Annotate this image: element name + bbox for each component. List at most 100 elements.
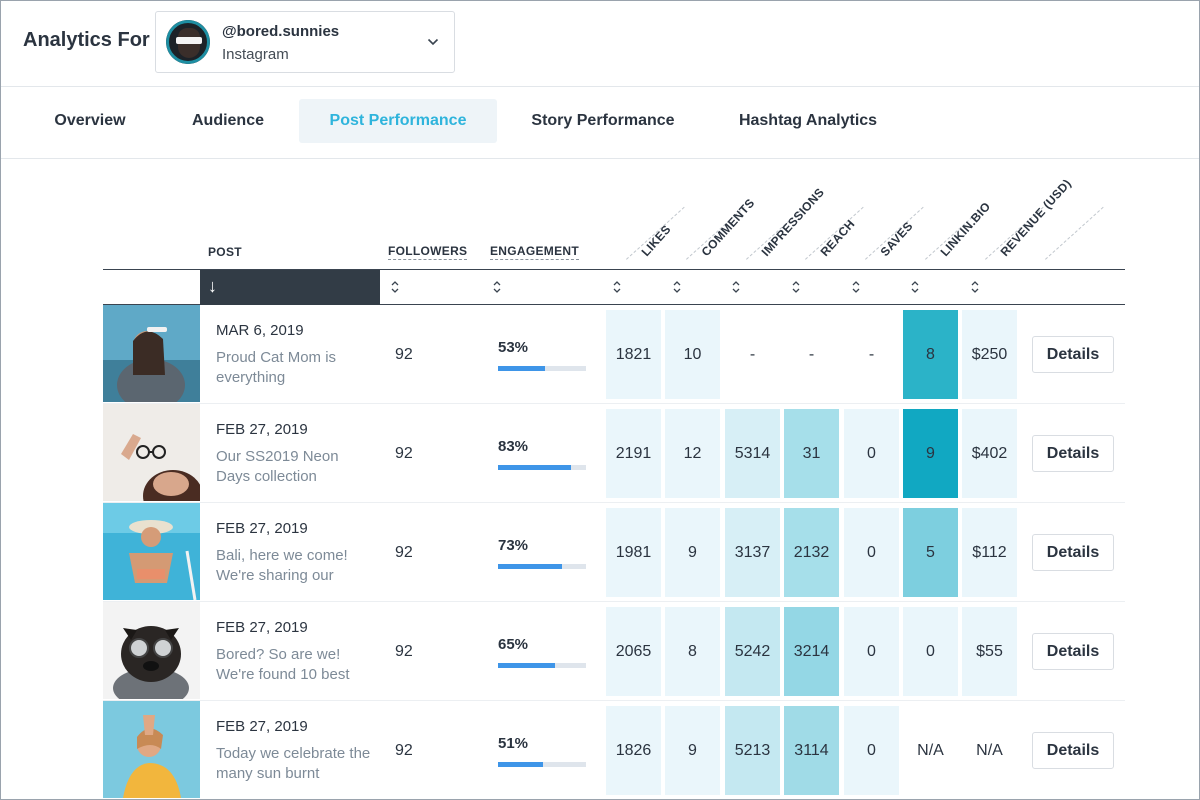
tab-post-performance[interactable]: Post Performance [299,99,497,143]
table-row[interactable]: FEB 27, 2019 Bored? So are we! We're fou… [103,602,1125,701]
followers-value: 92 [395,742,413,759]
details-button[interactable]: Details [1032,534,1114,571]
comments-cell: 12 [665,409,720,498]
saves-cell: 0 [844,607,899,696]
post-thumbnail [103,305,200,402]
engagement-bar [498,663,586,668]
tab-story-performance[interactable]: Story Performance [531,112,675,129]
saves-cell: 0 [844,409,899,498]
avatar [166,20,210,64]
saves-cell: 0 [844,706,899,795]
column-header-engagement[interactable]: ENGAGEMENT [490,244,580,260]
account-handle: @bored.sunnies [222,23,340,40]
column-header-saves[interactable]: SAVES [877,218,916,259]
post-date: MAR 6, 2019 [216,322,304,339]
engagement-value: 65% [498,636,529,653]
column-header-followers[interactable]: FOLLOWERS [388,244,468,260]
likes-cell: 2191 [606,409,661,498]
chevron-down-icon [427,38,439,46]
sort-revenue-icon[interactable] [970,280,980,294]
tab-hashtag-analytics[interactable]: Hashtag Analytics [738,112,878,129]
reach-cell: 2132 [784,508,839,597]
details-button[interactable]: Details [1032,633,1114,670]
followers-value: 92 [395,544,413,561]
likes-cell: 1826 [606,706,661,795]
column-header-linkinbio[interactable]: LINKIN.BIO [937,199,994,259]
revenue-cell: $112 [962,508,1017,597]
impressions-cell: - [749,346,756,363]
engagement-value: 53% [498,339,529,356]
details-button[interactable]: Details [1032,732,1114,769]
comments-cell: 9 [665,508,720,597]
engagement-bar [498,366,586,371]
post-thumbnail [103,503,200,600]
reach-cell: - [808,346,815,363]
sort-saves-icon[interactable] [851,280,861,294]
column-header-likes[interactable]: LIKES [638,222,674,259]
followers-value: 92 [395,346,413,363]
post-date: FEB 27, 2019 [216,718,308,735]
impressions-cell: 3137 [725,508,780,597]
comments-cell: 8 [665,607,720,696]
table-row[interactable]: FEB 27, 2019 Bali, here we come! We're s… [103,503,1125,602]
tab-audience[interactable]: Audience [191,112,264,129]
reach-cell: 31 [784,409,839,498]
sort-comments-icon[interactable] [672,280,682,294]
sort-post-button[interactable]: ↓ [200,270,380,305]
revenue-cell: $55 [962,607,1017,696]
sort-impressions-icon[interactable] [731,280,741,294]
engagement-value: 83% [498,438,529,455]
column-header-comments[interactable]: COMMENTS [698,195,758,259]
account-platform: Instagram [222,46,289,63]
revenue-cell: $250 [962,310,1017,399]
details-button[interactable]: Details [1032,336,1114,373]
post-date: FEB 27, 2019 [216,520,308,537]
comments-cell: 9 [665,706,720,795]
post-caption: Bored? So are we! We're found 10 best [216,646,350,683]
engagement-value: 51% [498,735,529,752]
header: Analytics For @bored.sunnies Instagram [1,1,1199,87]
account-selector[interactable]: @bored.sunnies Instagram [155,11,455,73]
column-header-post[interactable]: POST [208,245,242,259]
sort-likes-icon[interactable] [612,280,622,294]
engagement-bar [498,465,586,470]
column-header-reach[interactable]: REACH [817,216,858,259]
details-button[interactable]: Details [1032,435,1114,472]
saves-cell: - [868,346,875,363]
reach-cell: 3114 [784,706,839,795]
table-row[interactable]: MAR 6, 2019 Proud Cat Mom is everything … [103,305,1125,404]
comments-cell: 10 [665,310,720,399]
sort-followers-icon[interactable] [390,280,400,294]
tab-overview[interactable]: Overview [54,112,126,129]
post-caption: Our SS2019 Neon Days collection [216,448,339,485]
linkinbio-cell: 9 [903,409,958,498]
engagement-bar [498,564,586,569]
page-title: Analytics For [23,29,150,51]
column-header-revenue[interactable]: REVENUE (USD) [997,176,1074,259]
post-thumbnail [103,602,200,699]
impressions-cell: 5213 [725,706,780,795]
linkinbio-cell: 5 [903,508,958,597]
sort-reach-icon[interactable] [791,280,801,294]
table-row[interactable]: FEB 27, 2019 Today we celebrate the many… [103,701,1125,799]
engagement-bar [498,762,586,767]
post-thumbnail [103,701,200,798]
saves-cell: 0 [844,508,899,597]
sort-linkinbio-icon[interactable] [910,280,920,294]
impressions-cell: 5242 [725,607,780,696]
revenue-cell: N/A [976,742,1003,759]
sort-engagement-icon[interactable] [492,280,502,294]
post-date: FEB 27, 2019 [216,421,308,438]
revenue-cell: $402 [962,409,1017,498]
likes-cell: 1981 [606,508,661,597]
engagement-value: 73% [498,537,529,554]
linkinbio-cell: 8 [903,310,958,399]
impressions-cell: 5314 [725,409,780,498]
linkinbio-cell: N/A [917,742,944,759]
arrow-down-icon: ↓ [208,276,217,296]
followers-value: 92 [395,643,413,660]
table-row[interactable]: FEB 27, 2019 Our SS2019 Neon Days collec… [103,404,1125,503]
reach-cell: 3214 [784,607,839,696]
post-caption: Today we celebrate the many sun burnt [216,745,371,782]
